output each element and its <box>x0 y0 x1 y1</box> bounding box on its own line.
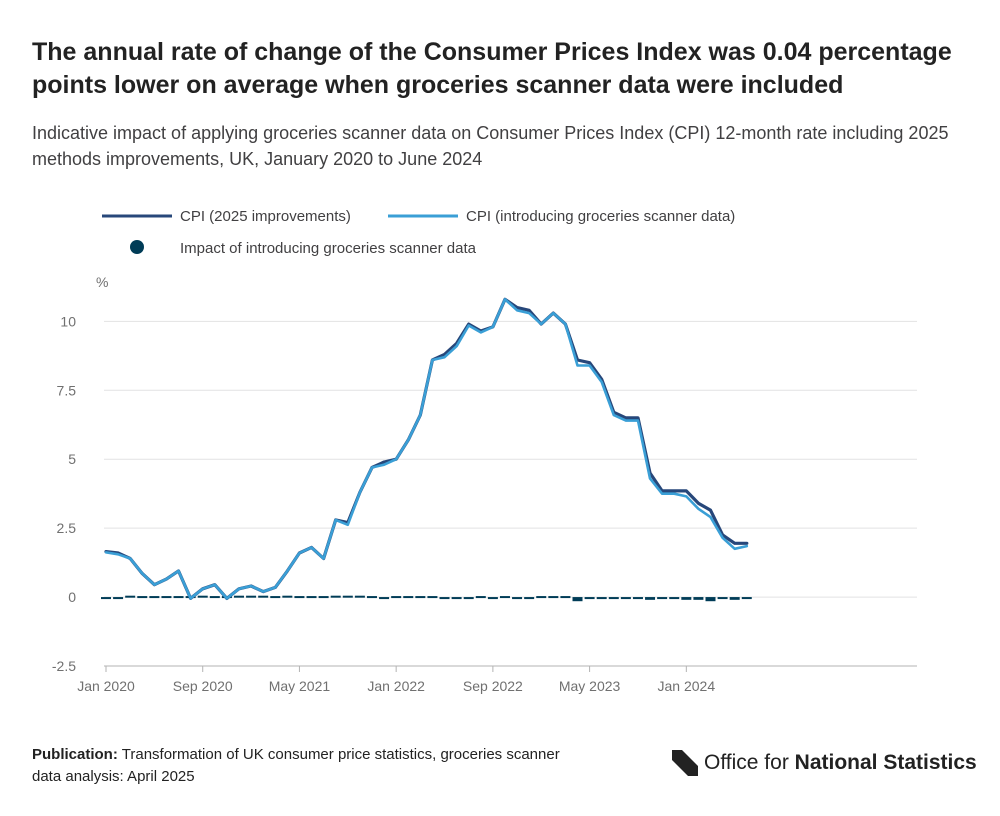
impact-bar <box>657 597 668 600</box>
impact-bar <box>463 597 474 600</box>
impact-bar <box>415 596 426 599</box>
impact-bar <box>391 596 402 599</box>
ons-logo-icon <box>672 750 698 776</box>
impact-bar <box>342 595 353 598</box>
impact-bar <box>475 596 486 599</box>
publication-text: Transformation of UK consumer price stat… <box>32 746 560 785</box>
impact-bar <box>197 595 208 598</box>
impact-bar <box>693 597 704 600</box>
impact-bar <box>294 596 305 599</box>
impact-bar <box>451 597 462 600</box>
impact-bar <box>233 595 244 598</box>
impact-bar <box>548 596 559 599</box>
impact-bar <box>258 595 269 598</box>
y-tick-label: 0 <box>68 589 76 605</box>
impact-bar <box>620 597 631 600</box>
impact-bar <box>379 597 390 600</box>
legend: CPI (2025 improvements) CPI (introducing… <box>102 208 735 257</box>
impact-bar <box>246 595 257 598</box>
y-tick-label: 5 <box>68 451 76 467</box>
x-tick-label: Sep 2020 <box>173 678 233 694</box>
publication-label: Publication: <box>32 746 118 763</box>
footer-publication: Publication: Transformation of UK consum… <box>32 744 592 788</box>
impact-bar <box>560 596 571 599</box>
ons-logo-text-regular: Office for <box>704 751 789 774</box>
impact-bar <box>608 597 619 600</box>
x-tick-label: Jan 2022 <box>367 678 425 694</box>
impact-bar <box>572 597 583 602</box>
impact-bars <box>101 595 752 602</box>
impact-bar <box>669 597 680 600</box>
x-tick-label: Jan 2024 <box>658 678 716 694</box>
x-tick-label: May 2021 <box>269 678 331 694</box>
series-line-cpi-2025 <box>104 297 749 600</box>
impact-bar <box>270 596 281 599</box>
ons-logo-text-bold: National Statistics <box>794 751 977 774</box>
impact-bar <box>149 596 160 599</box>
impact-bar <box>632 597 643 600</box>
x-tick-label: Jan 2020 <box>77 678 135 694</box>
impact-bar <box>705 597 716 602</box>
series-line-cpi-scanner <box>104 298 749 600</box>
legend-label-cpi-scanner: CPI (introducing groceries scanner data) <box>466 208 735 225</box>
ons-logo: Office for National Statistics <box>672 750 977 776</box>
impact-bar <box>596 597 607 600</box>
chart-subtitle: Indicative impact of applying groceries … <box>32 123 949 169</box>
impact-bar <box>524 597 535 600</box>
gridlines <box>104 320 917 598</box>
impact-bar <box>137 596 148 599</box>
impact-bar <box>427 596 438 599</box>
impact-bar <box>101 597 111 600</box>
impact-bar <box>729 597 740 600</box>
series-lines <box>104 297 749 600</box>
impact-bar <box>161 596 172 599</box>
legend-label-cpi-2025: CPI (2025 improvements) <box>180 208 351 225</box>
impact-bar <box>318 596 329 599</box>
y-axis-unit-label: % <box>96 274 108 290</box>
y-tick-label: -2.5 <box>52 658 76 674</box>
legend-swatch-impact <box>130 240 144 254</box>
impact-bar <box>354 595 365 598</box>
impact-bar <box>173 596 184 599</box>
chart: CPI (2025 improvements) CPI (introducing… <box>52 208 917 694</box>
x-tick-label: May 2023 <box>559 678 621 694</box>
axes: -2.5 0 2.5 5 7.5 10 Jan 2020 Sep 2020 May 2021 Ja… <box>52 313 917 694</box>
y-tick-label: 2.5 <box>57 520 77 536</box>
impact-bar <box>330 595 341 598</box>
impact-bar <box>536 596 547 599</box>
impact-bar <box>717 597 728 600</box>
impact-bar <box>487 597 498 600</box>
impact-bar <box>512 597 523 600</box>
impact-bar <box>645 597 656 600</box>
ons-logo-text: Office for National Statistics <box>704 751 977 775</box>
legend-label-impact: Impact of introducing groceries scanner … <box>180 240 477 257</box>
impact-bar <box>403 596 414 599</box>
y-tick-label: 10 <box>60 313 76 329</box>
impact-bar <box>439 597 450 600</box>
impact-bar <box>306 596 317 599</box>
impact-bar <box>113 597 124 600</box>
impact-bar <box>282 595 293 598</box>
impact-bar <box>209 596 220 599</box>
impact-bar <box>741 597 752 600</box>
y-tick-label: 7.5 <box>57 382 77 398</box>
impact-bar <box>499 596 510 599</box>
chart-title: The annual rate of change of the Consume… <box>32 38 952 99</box>
x-tick-label: Sep 2022 <box>463 678 523 694</box>
impact-bar <box>366 596 377 599</box>
impact-bar <box>125 595 136 598</box>
impact-bar <box>681 597 692 600</box>
impact-bar <box>584 597 595 600</box>
